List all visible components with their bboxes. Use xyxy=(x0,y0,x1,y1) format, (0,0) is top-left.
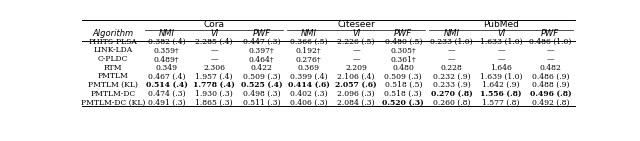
Text: 0.474 (.3): 0.474 (.3) xyxy=(148,90,186,98)
Text: 0.489†: 0.489† xyxy=(154,55,180,63)
Text: 2.285 (.4): 2.285 (.4) xyxy=(195,38,233,46)
Text: 0.406 (.3): 0.406 (.3) xyxy=(290,98,328,106)
Text: C-PLDC: C-PLDC xyxy=(98,55,128,63)
Text: 0.511 (.3): 0.511 (.3) xyxy=(243,98,280,106)
Text: 0.496 (.8): 0.496 (.8) xyxy=(529,90,571,98)
Text: 0.260 (.8): 0.260 (.8) xyxy=(433,98,470,106)
Text: 2.306: 2.306 xyxy=(203,64,225,72)
Text: 0.464†: 0.464† xyxy=(248,55,274,63)
Text: —: — xyxy=(547,46,554,54)
Text: 0.520 (.3): 0.520 (.3) xyxy=(383,98,424,106)
Text: Citeseer: Citeseer xyxy=(337,20,375,29)
Text: PMTLM-DC: PMTLM-DC xyxy=(90,90,136,98)
Text: PHITS-PLSA: PHITS-PLSA xyxy=(88,38,137,46)
Text: 2.084 (.3): 2.084 (.3) xyxy=(337,98,375,106)
Text: 0.361†: 0.361† xyxy=(390,55,416,63)
Text: 0.509 (.3): 0.509 (.3) xyxy=(385,72,422,80)
Text: 0.270 (.8): 0.270 (.8) xyxy=(431,90,472,98)
Text: 0.228: 0.228 xyxy=(441,64,463,72)
Text: 0.486 (1.0): 0.486 (1.0) xyxy=(529,38,572,46)
Text: —: — xyxy=(497,46,505,54)
Text: 0.369: 0.369 xyxy=(298,64,320,72)
Text: NMI: NMI xyxy=(444,29,460,38)
Text: 1.930 (.3): 1.930 (.3) xyxy=(195,90,233,98)
Text: 0.233 (1.0): 0.233 (1.0) xyxy=(430,38,473,46)
Text: PMTLM (KL): PMTLM (KL) xyxy=(88,81,138,89)
Text: 1.639 (1.0): 1.639 (1.0) xyxy=(480,72,522,80)
Text: 0.399 (.4): 0.399 (.4) xyxy=(290,72,328,80)
Text: Cora: Cora xyxy=(204,20,225,29)
Text: 2.226 (.5): 2.226 (.5) xyxy=(337,38,375,46)
Text: 1.778 (.4): 1.778 (.4) xyxy=(193,81,235,89)
Text: PMTLM-DC (KL): PMTLM-DC (KL) xyxy=(81,98,145,106)
Text: 0.480: 0.480 xyxy=(392,64,414,72)
Text: 0.518 (.3): 0.518 (.3) xyxy=(385,90,422,98)
Text: PubMed: PubMed xyxy=(483,20,519,29)
Text: 0.192†: 0.192† xyxy=(296,46,321,54)
Text: 0.233 (.9): 0.233 (.9) xyxy=(433,81,470,89)
Text: NMI: NMI xyxy=(301,29,317,38)
Text: 2.096 (.3): 2.096 (.3) xyxy=(337,90,375,98)
Text: 1.556 (.8): 1.556 (.8) xyxy=(480,90,522,98)
Text: 0.447 (.3): 0.447 (.3) xyxy=(243,38,280,46)
Text: 1.642 (.9): 1.642 (.9) xyxy=(482,81,520,89)
Text: 1.577 (.8): 1.577 (.8) xyxy=(482,98,520,106)
Text: 2.057 (.6): 2.057 (.6) xyxy=(335,81,377,89)
Text: 2.209: 2.209 xyxy=(345,64,367,72)
Text: Algorithm: Algorithm xyxy=(92,29,133,38)
Text: NMI: NMI xyxy=(159,29,175,38)
Text: 0.514 (.4): 0.514 (.4) xyxy=(146,81,188,89)
Text: —: — xyxy=(352,46,360,54)
Text: —: — xyxy=(211,46,218,54)
Text: 0.366 (.5): 0.366 (.5) xyxy=(290,38,328,46)
Text: 1.957 (.4): 1.957 (.4) xyxy=(195,72,233,80)
Text: 0.349: 0.349 xyxy=(156,64,178,72)
Text: 1.633 (1.0): 1.633 (1.0) xyxy=(479,38,522,46)
Text: 0.359†: 0.359† xyxy=(154,46,180,54)
Text: 0.480 (.5): 0.480 (.5) xyxy=(385,38,422,46)
Text: 0.482: 0.482 xyxy=(540,64,561,72)
Text: VI: VI xyxy=(210,29,218,38)
Text: 0.422: 0.422 xyxy=(250,64,273,72)
Text: VI: VI xyxy=(497,29,505,38)
Text: 0.498 (.3): 0.498 (.3) xyxy=(243,90,280,98)
Text: LINK-LDA: LINK-LDA xyxy=(93,46,132,54)
Text: 0.525 (.4): 0.525 (.4) xyxy=(241,81,282,89)
Text: —: — xyxy=(547,55,554,63)
Text: 0.509 (.3): 0.509 (.3) xyxy=(243,72,280,80)
Text: RTM: RTM xyxy=(104,64,122,72)
Text: 1.646: 1.646 xyxy=(490,64,512,72)
Text: —: — xyxy=(448,55,456,63)
Text: 2.106 (.4): 2.106 (.4) xyxy=(337,72,375,80)
Text: 0.305†: 0.305† xyxy=(390,46,416,54)
Text: PWF: PWF xyxy=(252,29,271,38)
Text: VI: VI xyxy=(352,29,360,38)
Text: —: — xyxy=(497,55,505,63)
Text: 0.232 (.9): 0.232 (.9) xyxy=(433,72,470,80)
Text: 0.382 (.4): 0.382 (.4) xyxy=(148,38,186,46)
Text: 0.414 (.6): 0.414 (.6) xyxy=(288,81,330,89)
Text: —: — xyxy=(211,55,218,63)
Text: 0.402 (.3): 0.402 (.3) xyxy=(290,90,328,98)
Text: 0.276†: 0.276† xyxy=(296,55,321,63)
Text: PWF: PWF xyxy=(541,29,559,38)
Text: 0.491 (.3): 0.491 (.3) xyxy=(148,98,186,106)
Text: 0.518 (.5): 0.518 (.5) xyxy=(385,81,422,89)
Text: 0.486 (.9): 0.486 (.9) xyxy=(532,72,569,80)
Text: 0.397†: 0.397† xyxy=(248,46,275,54)
Text: 1.865 (.3): 1.865 (.3) xyxy=(195,98,233,106)
Text: 0.467 (.4): 0.467 (.4) xyxy=(148,72,186,80)
Text: —: — xyxy=(352,55,360,63)
Text: 0.488 (.9): 0.488 (.9) xyxy=(532,81,569,89)
Text: 0.492 (.8): 0.492 (.8) xyxy=(532,98,569,106)
Text: PWF: PWF xyxy=(394,29,412,38)
Text: —: — xyxy=(448,46,456,54)
Text: PMTLM: PMTLM xyxy=(97,72,128,80)
